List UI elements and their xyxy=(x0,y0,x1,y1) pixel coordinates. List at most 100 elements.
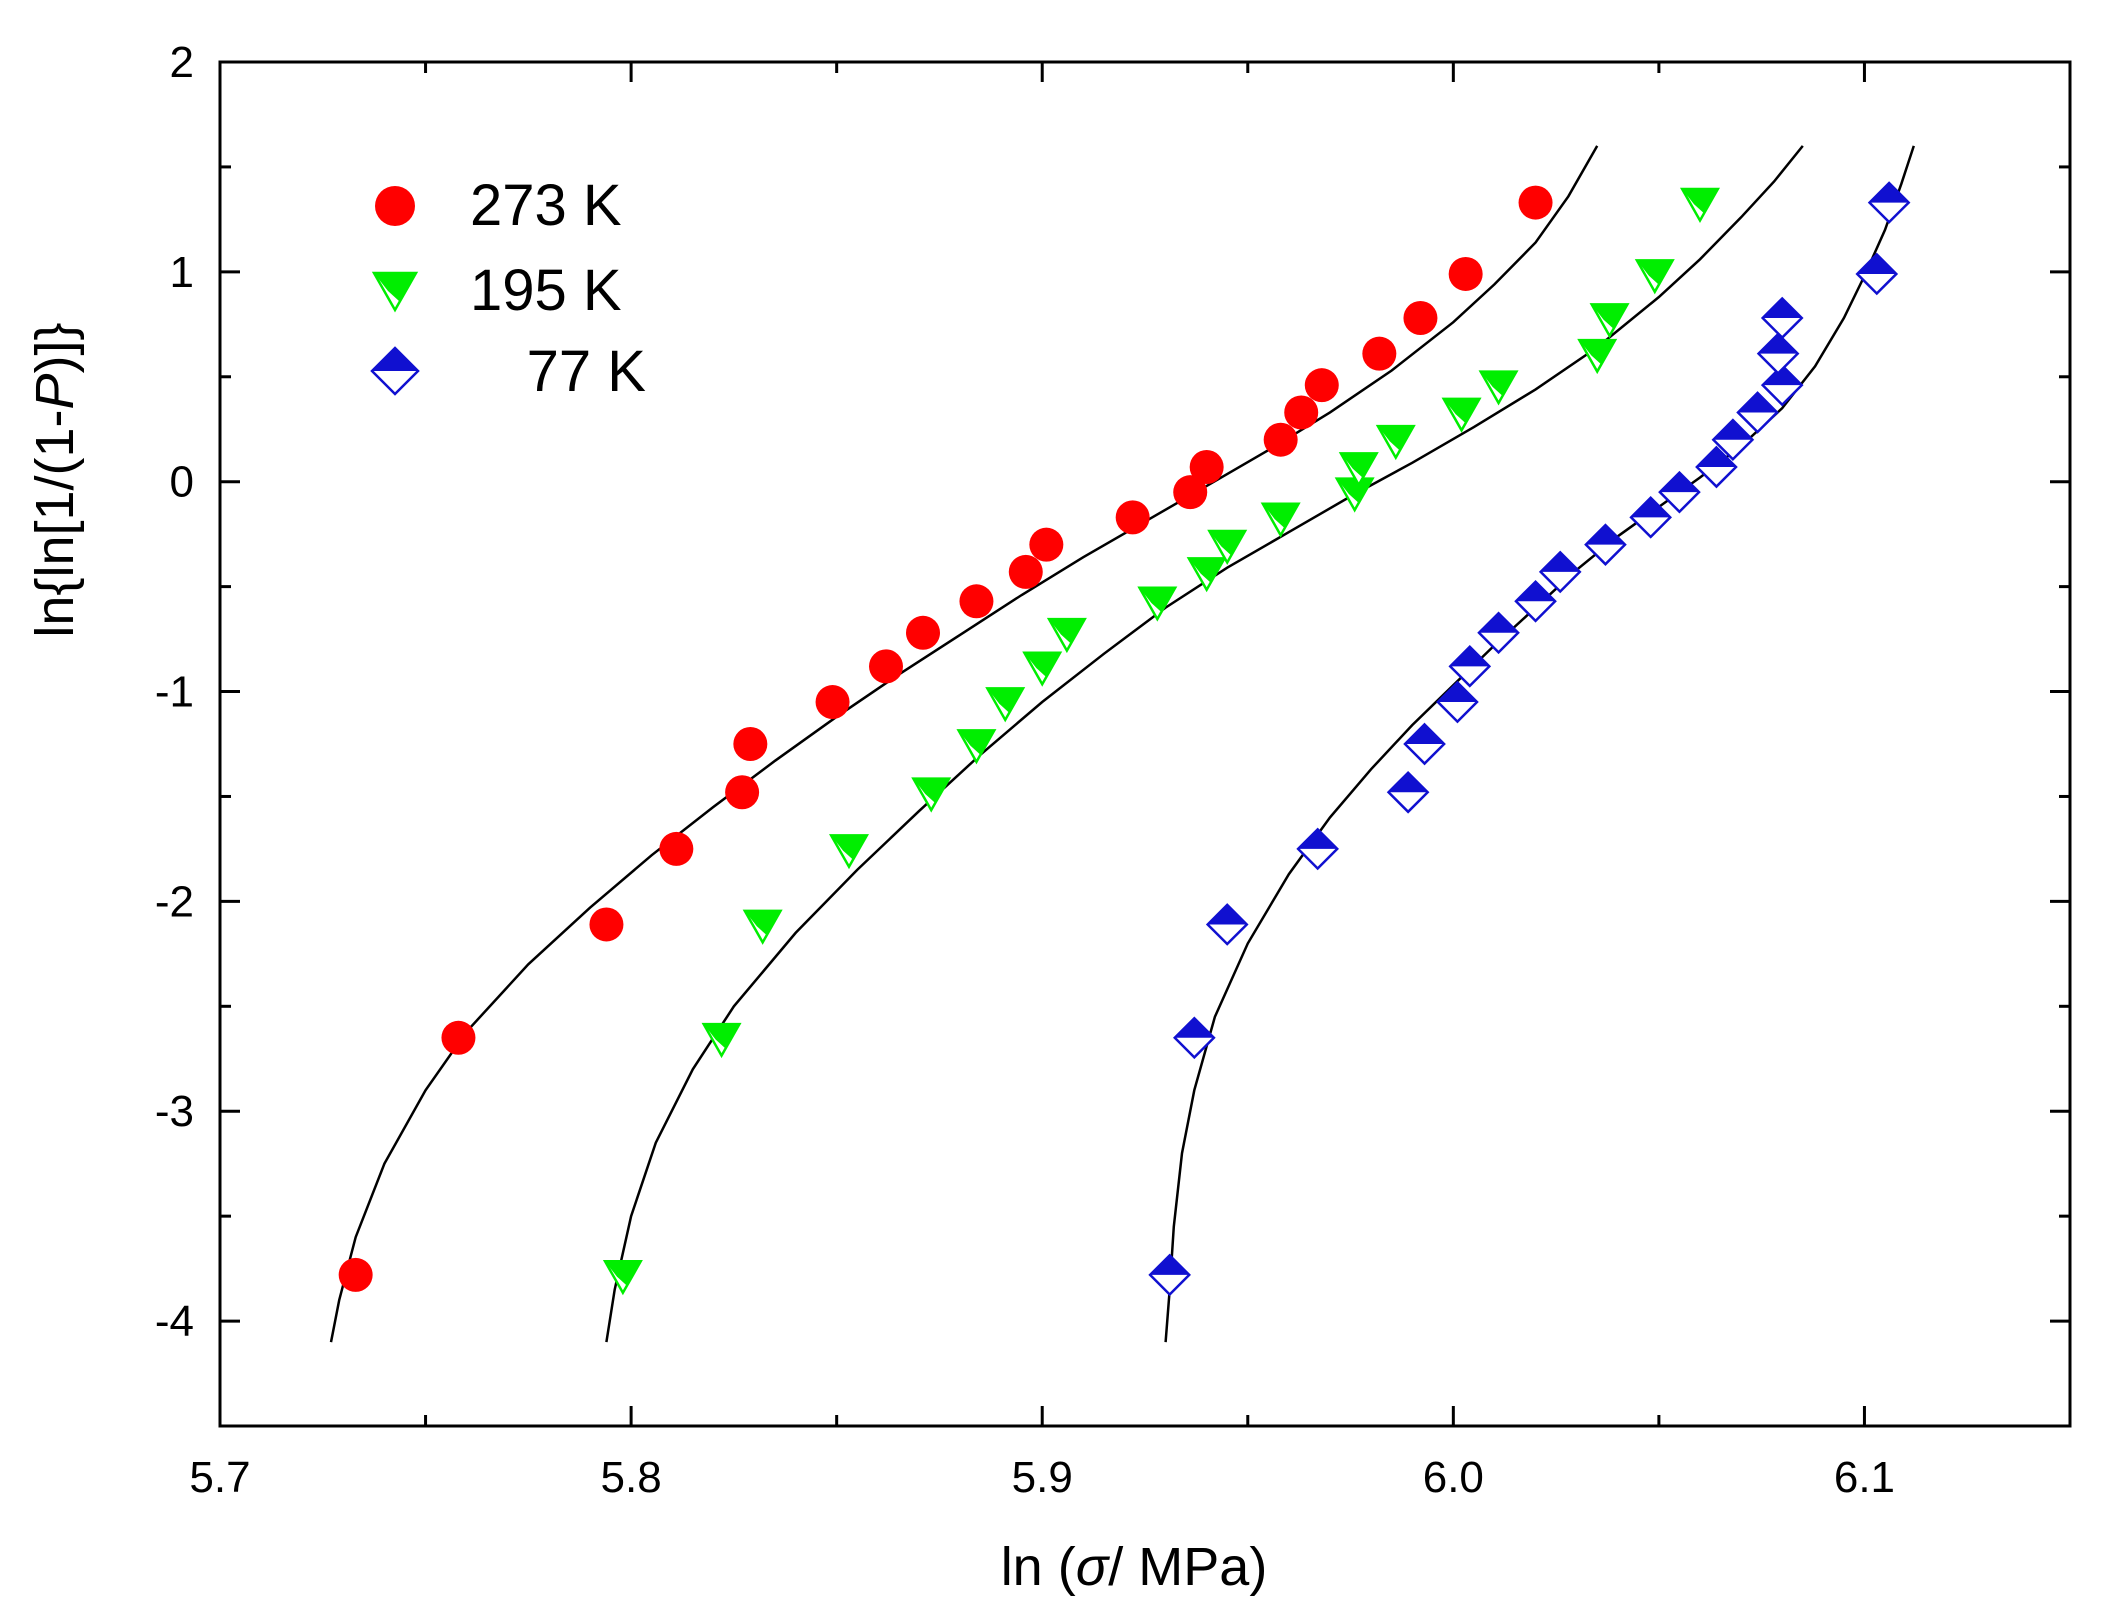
data-point-triangle-fill xyxy=(1209,531,1246,555)
data-point xyxy=(1375,424,1416,461)
data-point xyxy=(1207,529,1248,566)
data-point xyxy=(1260,502,1301,538)
data-point-diamond-fill xyxy=(1298,829,1338,849)
data-point-diamond-fill xyxy=(1631,497,1671,518)
data-point-circle xyxy=(869,649,903,684)
data-point-diamond-fill xyxy=(1762,365,1802,386)
data-point xyxy=(659,831,694,866)
y-tick-label: -1 xyxy=(155,668,194,717)
data-point xyxy=(1634,259,1675,295)
data-point xyxy=(375,186,415,226)
series-273k xyxy=(338,185,1553,1292)
data-point-circle xyxy=(1008,554,1043,589)
data-point xyxy=(1760,363,1804,407)
data-point-triangle-fill xyxy=(1480,371,1517,396)
fit-curve xyxy=(1164,145,1915,1343)
y-axis-title-suffix: )]} xyxy=(25,322,85,373)
data-point-triangle-fill xyxy=(605,1261,641,1286)
data-point xyxy=(1448,645,1492,688)
data-point-circle xyxy=(589,907,624,942)
data-point-triangle-fill xyxy=(1682,188,1718,213)
data-point xyxy=(1629,496,1672,539)
data-point-diamond-fill xyxy=(1174,1018,1214,1038)
data-point-triangle-fill xyxy=(1340,453,1377,478)
x-tick-label: 5.8 xyxy=(601,1453,662,1502)
series-195k xyxy=(602,187,1720,1296)
legend-label-77k: 77 K xyxy=(527,339,647,404)
data-point xyxy=(733,727,768,761)
data-point xyxy=(1338,452,1379,488)
data-point-triangle-fill xyxy=(744,910,781,935)
data-point xyxy=(1855,252,1899,296)
data-point-diamond-fill xyxy=(1405,724,1445,744)
tick-labels: 5.7 5.8 5.9 6.0 6.1 -4 -3 -2 -1 0 1 2 xyxy=(155,38,1895,1502)
legend-marker-77k xyxy=(370,346,420,396)
data-point xyxy=(1478,370,1519,406)
x-tick-label: 5.9 xyxy=(1012,1453,1073,1502)
data-point-diamond-fill xyxy=(1869,183,1909,203)
data-point xyxy=(1284,395,1319,430)
data-point xyxy=(701,1022,742,1059)
data-point xyxy=(1538,550,1582,594)
data-point-triangle-fill xyxy=(1188,558,1225,583)
data-point-triangle-fill xyxy=(1591,304,1628,329)
legend: 273 K 195 K 77 K xyxy=(370,173,647,404)
data-point-diamond-fill xyxy=(1738,392,1778,413)
data-point xyxy=(338,1257,373,1292)
data-point-circle xyxy=(815,685,850,720)
legend-marker-273k xyxy=(375,186,415,226)
data-point xyxy=(1304,368,1339,403)
data-point-circle xyxy=(1173,475,1208,510)
y-tick-label: 2 xyxy=(170,38,194,87)
data-point xyxy=(1760,296,1804,340)
data-point xyxy=(589,907,624,942)
data-point xyxy=(1046,617,1087,654)
data-point-circle xyxy=(338,1257,373,1292)
data-point-circle xyxy=(725,775,760,810)
data-point xyxy=(815,685,850,720)
data-point xyxy=(1403,722,1446,766)
data-point xyxy=(1680,187,1720,223)
data-point-diamond-fill xyxy=(1857,254,1897,274)
data-point xyxy=(1022,651,1063,687)
data-point-diamond-fill xyxy=(1713,420,1753,440)
x-tick-label: 6.0 xyxy=(1423,1453,1484,1502)
data-point-diamond-fill xyxy=(1479,613,1519,633)
data-point xyxy=(370,346,420,396)
data-point-diamond-fill xyxy=(1659,472,1699,493)
data-point xyxy=(1173,1016,1216,1060)
data-point-diamond-fill xyxy=(372,348,418,371)
legend-label-273k: 273 K xyxy=(470,173,622,238)
data-point-triangle-fill xyxy=(1139,587,1176,612)
data-point-triangle-fill xyxy=(1636,260,1673,285)
data-point-diamond-fill xyxy=(1762,298,1802,319)
data-point xyxy=(1186,557,1227,593)
data-point xyxy=(1263,422,1298,457)
x-axis-title-sigma: σ xyxy=(1076,1537,1111,1597)
data-point xyxy=(1436,680,1479,724)
x-tick-label: 5.7 xyxy=(189,1453,250,1502)
data-markers xyxy=(338,181,1911,1297)
data-point-circle xyxy=(1448,256,1483,291)
data-point-circle xyxy=(1189,450,1224,485)
series-77k xyxy=(1148,181,1911,1297)
data-point-circle xyxy=(375,186,415,226)
legend-marker-195k xyxy=(371,271,419,313)
data-point-circle xyxy=(733,727,768,761)
y-axis-title-prefix: ln{ln[1/(1- xyxy=(25,409,85,637)
data-point xyxy=(906,615,940,650)
data-point-triangle-fill xyxy=(1579,340,1616,364)
data-point-triangle-fill xyxy=(1262,503,1299,528)
data-point xyxy=(911,777,952,813)
data-point xyxy=(1115,500,1150,535)
data-point xyxy=(1029,527,1064,562)
data-point-circle xyxy=(1115,500,1150,535)
data-point-circle xyxy=(1403,301,1438,336)
data-point xyxy=(1148,1253,1191,1297)
data-point xyxy=(1334,477,1375,513)
data-point-circle xyxy=(1263,422,1298,457)
data-point xyxy=(1008,554,1043,589)
y-tick-label: -3 xyxy=(155,1087,194,1136)
data-point-triangle-fill xyxy=(1377,426,1414,450)
